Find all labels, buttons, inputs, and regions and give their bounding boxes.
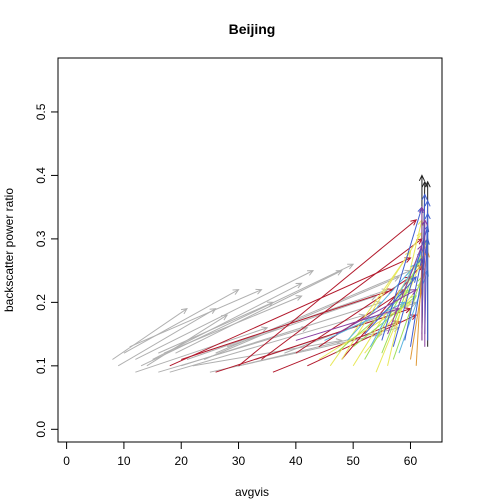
arrow-mark bbox=[140, 263, 355, 367]
arrow-shaft bbox=[117, 308, 216, 367]
arrow-head bbox=[421, 218, 428, 226]
arrow-shaft bbox=[146, 314, 228, 367]
arrow-head bbox=[410, 219, 418, 226]
y-tick-label: 0.1 bbox=[34, 357, 48, 374]
arrow-head bbox=[424, 180, 431, 188]
arrow-shaft bbox=[158, 301, 274, 354]
y-tick-label: 0.3 bbox=[34, 230, 48, 247]
arrow-shaft bbox=[175, 270, 342, 354]
arrow-shaft bbox=[203, 276, 400, 360]
arrow-shaft bbox=[169, 257, 411, 367]
arrow-mark bbox=[347, 263, 417, 341]
x-tick-label: 60 bbox=[404, 454, 418, 468]
arrow-head bbox=[180, 308, 188, 315]
arrow-head bbox=[209, 308, 217, 314]
arrow-shaft bbox=[387, 219, 423, 366]
arrow-mark bbox=[335, 289, 418, 335]
arrow-mark bbox=[192, 338, 343, 367]
arrow-shaft bbox=[341, 232, 423, 360]
arrow-shaft bbox=[123, 289, 239, 354]
arrow-shaft bbox=[135, 327, 268, 373]
arrow-shaft bbox=[364, 257, 423, 360]
arrow-shaft bbox=[272, 320, 400, 373]
arrow-shaft bbox=[318, 289, 406, 348]
arrow-shaft bbox=[169, 314, 365, 373]
arrow-mark bbox=[112, 308, 188, 360]
x-axis: 0 10 20 30 40 50 60 bbox=[63, 441, 418, 468]
arrow-head bbox=[335, 270, 343, 276]
arrow-mark bbox=[418, 206, 425, 341]
arrow-mark bbox=[123, 289, 240, 354]
y-axis-label: backscatter power ratio bbox=[2, 188, 16, 312]
arrow-head bbox=[255, 288, 263, 295]
arrow-head bbox=[404, 301, 412, 308]
arrow-shaft bbox=[364, 276, 417, 335]
arrow-head bbox=[295, 282, 303, 289]
arrow-shaft bbox=[140, 263, 354, 367]
arrow-mark bbox=[421, 218, 428, 347]
arrow-head bbox=[307, 270, 315, 276]
arrow-head bbox=[221, 314, 229, 321]
arrow-head bbox=[335, 338, 343, 345]
arrow-mark bbox=[175, 270, 343, 354]
arrow-head bbox=[418, 174, 425, 182]
arrow-mark bbox=[129, 288, 263, 348]
arrow-head bbox=[370, 294, 378, 301]
arrow-head bbox=[347, 263, 355, 270]
arrow-mark bbox=[117, 308, 217, 367]
arrow-shaft bbox=[392, 276, 423, 360]
y-tick-label: 0.0 bbox=[34, 421, 48, 438]
arrow-shaft bbox=[295, 276, 411, 354]
arrow-head bbox=[410, 289, 418, 295]
y-axis: 0.0 0.1 0.2 0.3 0.4 0.5 bbox=[34, 103, 59, 438]
arrow-shaft bbox=[375, 245, 429, 373]
arrow-head bbox=[410, 276, 417, 283]
arrow-head bbox=[424, 199, 431, 207]
arrow-head bbox=[232, 289, 240, 295]
arrow-shaft bbox=[181, 289, 394, 360]
arrow-shaft bbox=[238, 219, 417, 367]
arrow-shaft bbox=[335, 289, 417, 335]
arrow-head bbox=[398, 301, 406, 308]
arrow-mark bbox=[424, 212, 431, 341]
x-tick-label: 30 bbox=[232, 454, 246, 468]
chart-title: Beijing bbox=[229, 21, 276, 37]
y-tick-label: 0.4 bbox=[34, 167, 48, 184]
arrow-mark bbox=[146, 314, 229, 367]
arrow-shaft bbox=[261, 238, 423, 360]
arrows-layer bbox=[112, 174, 431, 373]
arrow-shaft bbox=[387, 245, 423, 335]
arrow-mark bbox=[226, 294, 378, 348]
arrow-shaft bbox=[381, 207, 423, 341]
x-axis-label: avgvis bbox=[235, 485, 269, 499]
arrow-head bbox=[424, 212, 431, 220]
x-tick-label: 0 bbox=[63, 454, 70, 468]
arrow-shaft bbox=[404, 257, 423, 341]
arrow-head bbox=[421, 193, 428, 201]
arrow-shaft bbox=[415, 264, 423, 366]
arrow-shaft bbox=[192, 339, 342, 367]
x-tick-label: 40 bbox=[289, 454, 303, 468]
arrow-head bbox=[410, 263, 417, 271]
arrow-shaft bbox=[295, 308, 400, 341]
arrow-mark bbox=[364, 276, 417, 335]
arrow-mark bbox=[135, 326, 269, 373]
arrow-head bbox=[295, 295, 303, 301]
y-tick-label: 0.2 bbox=[34, 294, 48, 311]
x-tick-label: 10 bbox=[117, 454, 131, 468]
arrow-shaft bbox=[129, 289, 262, 348]
arrow-head bbox=[261, 326, 269, 333]
arrow-shaft bbox=[226, 295, 377, 348]
arrow-shaft bbox=[347, 263, 417, 341]
arrow-mark bbox=[158, 301, 274, 354]
plot-frame bbox=[57, 57, 443, 443]
arrow-head bbox=[266, 301, 274, 308]
arrow-mark bbox=[238, 219, 418, 367]
y-tick-label: 0.5 bbox=[34, 103, 48, 120]
arrow-head bbox=[418, 206, 425, 213]
x-tick-label: 20 bbox=[175, 454, 189, 468]
x-tick-label: 50 bbox=[346, 454, 360, 468]
arrow-shaft bbox=[112, 308, 188, 360]
